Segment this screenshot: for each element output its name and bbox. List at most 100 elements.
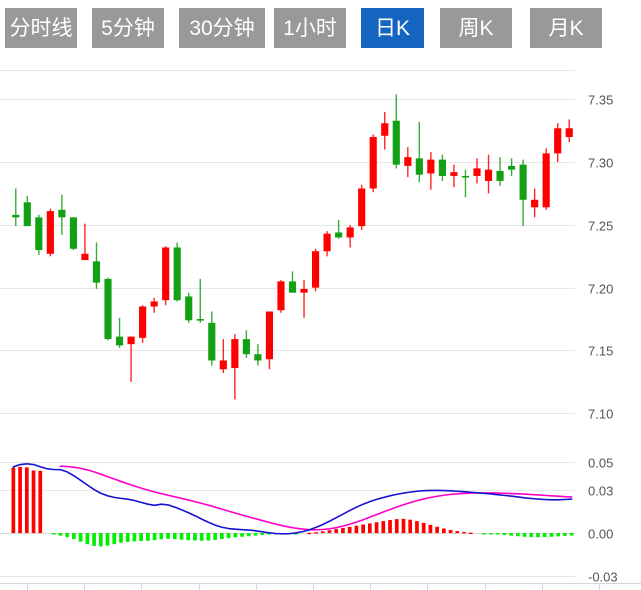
macd-bar bbox=[98, 533, 103, 547]
candle-body bbox=[196, 319, 204, 321]
candle-body bbox=[358, 188, 366, 227]
price-candlestick-svg: 7.35 7.30 7.25 7.20 7.15 7.10 bbox=[0, 70, 613, 422]
candle-body bbox=[542, 153, 550, 208]
candle-body bbox=[427, 159, 435, 174]
macd-bar bbox=[542, 533, 547, 538]
macd-axis-label-2: 0.00 bbox=[588, 527, 613, 542]
candle-body bbox=[311, 251, 320, 288]
period-tab-2[interactable]: 30分钟 bbox=[179, 8, 265, 48]
price-axis-label-1: 7.30 bbox=[588, 156, 613, 171]
macd-bar bbox=[119, 533, 123, 543]
macd-bar bbox=[354, 525, 359, 534]
macd-bar bbox=[206, 533, 211, 541]
macd-bar bbox=[11, 467, 16, 534]
candle-body bbox=[554, 128, 562, 154]
macd-bar bbox=[502, 533, 507, 536]
period-tab-6[interactable]: 月K bbox=[530, 8, 602, 48]
period-tab-5[interactable]: 周K bbox=[440, 8, 512, 48]
price-axis-label-4: 7.15 bbox=[588, 344, 613, 359]
candle-body bbox=[150, 301, 158, 307]
candle-body bbox=[254, 354, 262, 361]
candle-body bbox=[265, 311, 274, 360]
candle-body bbox=[288, 281, 297, 293]
candle-body bbox=[369, 137, 377, 189]
macd-bar bbox=[314, 532, 318, 534]
candle-body bbox=[208, 322, 216, 361]
macd-indicator-svg: 0.05 0.03 0.00 -0.03 bbox=[0, 456, 641, 590]
candle-body bbox=[127, 336, 135, 345]
candle-body bbox=[104, 278, 112, 340]
macd-bar bbox=[381, 521, 386, 534]
macd-bar bbox=[179, 533, 184, 540]
macd-bar bbox=[327, 530, 332, 534]
macd-bar bbox=[226, 533, 231, 539]
macd-bar bbox=[105, 533, 110, 546]
macd-bar bbox=[307, 532, 312, 535]
price-axis-label-2: 7.25 bbox=[588, 219, 613, 234]
macd-bar bbox=[24, 467, 29, 534]
candle-body bbox=[565, 128, 573, 138]
period-tab-0[interactable]: 分时线 bbox=[5, 8, 77, 48]
macd-bar bbox=[78, 533, 83, 542]
price-axis-label-0: 7.35 bbox=[588, 93, 613, 108]
period-tab-3[interactable]: 1小时 bbox=[274, 8, 346, 48]
macd-bar bbox=[51, 533, 56, 535]
candle-body bbox=[346, 227, 354, 238]
candle-body bbox=[381, 123, 389, 136]
candle-body bbox=[173, 247, 181, 301]
macd-bar bbox=[468, 532, 473, 535]
macd-axis-label-3: -0.03 bbox=[588, 570, 618, 585]
macd-bar bbox=[536, 533, 540, 538]
macd-bar bbox=[563, 533, 567, 536]
candle-body bbox=[415, 158, 423, 175]
macd-bar bbox=[139, 533, 144, 542]
macd-bar bbox=[58, 533, 63, 536]
macd-bar bbox=[556, 533, 561, 537]
macd-bar bbox=[186, 533, 191, 541]
macd-bar bbox=[233, 533, 238, 538]
macd-bar bbox=[294, 533, 298, 535]
macd-bar bbox=[361, 524, 365, 534]
candle-body bbox=[438, 159, 446, 176]
macd-bar bbox=[146, 533, 150, 541]
macd-bar bbox=[435, 526, 439, 534]
candle-body bbox=[404, 157, 412, 166]
macd-bar bbox=[334, 529, 339, 534]
candle-body bbox=[450, 172, 458, 176]
macd-bar bbox=[347, 526, 352, 534]
candle-body bbox=[185, 296, 193, 321]
candle-body bbox=[531, 199, 539, 208]
macd-bar bbox=[240, 533, 244, 537]
candle-body bbox=[46, 211, 54, 254]
macd-bar bbox=[341, 527, 345, 534]
macd-bar bbox=[152, 533, 157, 541]
macd-bar bbox=[199, 533, 204, 541]
macd-bar bbox=[415, 521, 419, 534]
macd-bar bbox=[374, 522, 379, 534]
macd-bar bbox=[193, 533, 197, 541]
macd-histogram-group bbox=[11, 466, 574, 547]
macd-bar bbox=[462, 531, 466, 534]
macd-bar bbox=[31, 470, 36, 534]
candle-body bbox=[115, 336, 124, 346]
candle-body bbox=[323, 233, 331, 252]
macd-bar bbox=[172, 533, 177, 540]
candle-body bbox=[335, 232, 343, 238]
price-axis-label-3: 7.20 bbox=[588, 282, 613, 297]
macd-bar bbox=[166, 533, 170, 539]
candle-body bbox=[12, 214, 20, 218]
candle-body bbox=[242, 339, 250, 355]
candle-body bbox=[473, 168, 481, 176]
candle-body bbox=[81, 253, 89, 261]
macd-bar bbox=[260, 533, 265, 536]
period-tab-4[interactable]: 日K bbox=[361, 8, 424, 48]
period-tab-1[interactable]: 5分钟 bbox=[92, 8, 164, 48]
candle-body bbox=[277, 281, 285, 311]
macd-bar bbox=[515, 533, 520, 537]
macd-bar bbox=[132, 533, 137, 542]
macd-bar bbox=[267, 533, 271, 535]
macd-bar bbox=[85, 533, 90, 545]
candle-body bbox=[461, 175, 470, 178]
macd-bar bbox=[455, 531, 460, 534]
